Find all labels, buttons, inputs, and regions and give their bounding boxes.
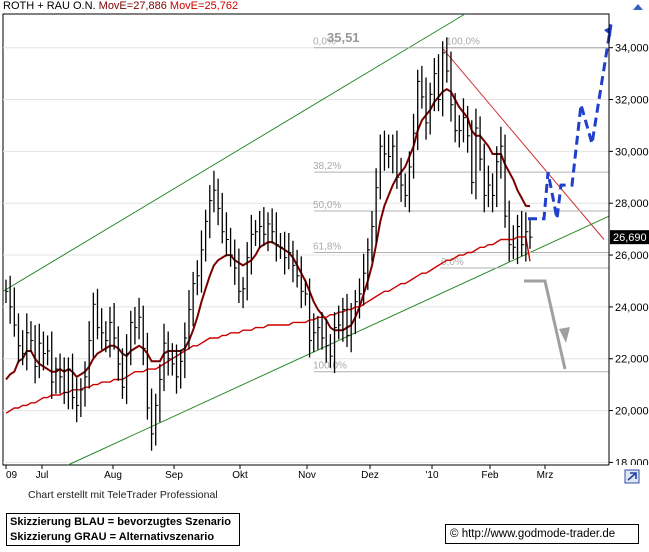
alternative-scenario-arrowhead <box>559 327 570 343</box>
y-tick-label: 34,000 <box>615 43 649 55</box>
price-bars <box>5 37 533 451</box>
website-url: http://www.godmode-trader.de <box>461 528 616 540</box>
y-tick-label: 26,000 <box>615 250 649 262</box>
y-tick-label: 32,000 <box>615 95 649 107</box>
ma-long-line <box>5 236 531 414</box>
y-tick-label: 22,000 <box>615 354 649 366</box>
axes: 18,00020,00022,00024,00026,00028,00030,0… <box>5 4 649 489</box>
high-label: 35,51 <box>327 30 360 45</box>
scenario-legend: Skizzierung BLAU = bevorzugtes Szenario … <box>6 513 240 546</box>
last-price-label: 26,690 <box>613 232 647 244</box>
preferred-scenario-arrowhead <box>604 26 612 36</box>
trend-channel <box>2 13 610 466</box>
copyright-icon: © <box>450 528 459 540</box>
ma1-legend: MovE=27,886 <box>98 0 167 12</box>
x-tick-label: Nov <box>298 470 316 481</box>
note-blue: Skizzierung BLAU = bevorzugtes Szenario <box>10 516 231 528</box>
channel-lower-line <box>67 215 610 466</box>
fib-label: 61,8% <box>313 241 341 252</box>
fib-label: 0,0% <box>441 257 464 268</box>
x-tick-label: Feb <box>481 470 499 481</box>
chart-credit: Chart erstellt mit TeleTrader Profession… <box>28 489 218 501</box>
fib-label: 38,2% <box>313 161 341 172</box>
website-link[interactable]: © http://www.godmode-trader.de <box>445 524 639 544</box>
x-tick-label: 09 <box>6 470 18 481</box>
chart-header: ROTH + RAU O.N. MovE=27,886 MovE=25,762 <box>3 0 238 13</box>
fib-label: 50,0% <box>313 200 341 211</box>
scroll-up-icon <box>633 4 643 10</box>
x-tick-label: Sep <box>165 470 183 481</box>
y-tick-label: 20,000 <box>615 406 649 418</box>
fib-label: 0,0% <box>313 37 336 48</box>
downtrend-line <box>441 47 605 240</box>
y-tick-label: 30,000 <box>615 146 649 158</box>
fib-label: 100,0% <box>446 37 480 48</box>
x-tick-label: Okt <box>232 470 248 481</box>
x-tick-label: Mrz <box>537 470 554 481</box>
x-tick-label: Aug <box>104 470 122 481</box>
note-grey: Skizzierung GRAU = Alternativszenario <box>10 531 215 543</box>
y-tick-label: 24,000 <box>615 302 649 314</box>
x-tick-label: '10 <box>425 470 438 481</box>
fibonacci-levels: 0,0%38,2%50,0%61,8%100,0%0,0%100,0% <box>313 37 609 373</box>
x-tick-label: Dez <box>361 470 379 481</box>
x-tick-label: Jul <box>36 470 49 481</box>
scenarios <box>524 24 613 370</box>
instrument-name: ROTH + RAU O.N. <box>3 0 96 12</box>
preferred-scenario-path <box>528 24 613 221</box>
alternative-scenario-path <box>524 279 567 370</box>
chart-settings-icon <box>627 472 637 481</box>
channel-upper-line <box>2 13 466 292</box>
last-price-tag <box>610 230 649 245</box>
ma2-legend: MovE=25,762 <box>169 0 239 12</box>
chart-settings-icon <box>624 469 640 484</box>
y-tick-label: 28,000 <box>615 198 649 210</box>
